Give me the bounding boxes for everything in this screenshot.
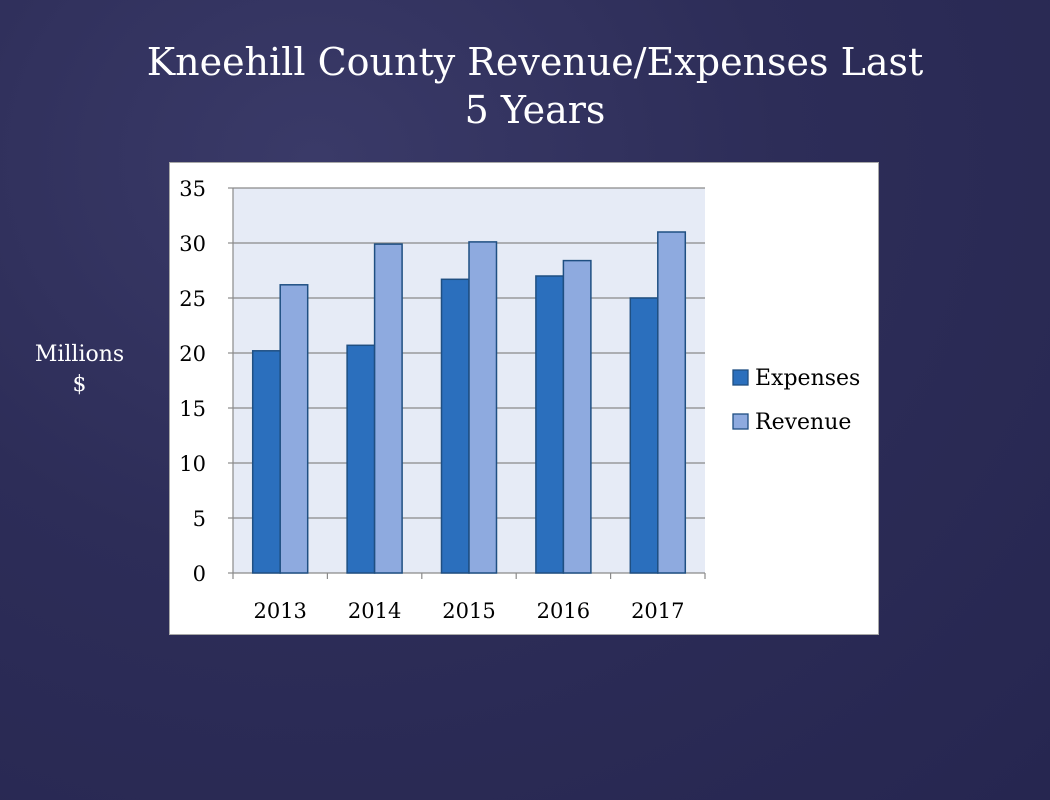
bar-revenue-2017 <box>657 231 687 574</box>
x-tick-label: 2016 <box>537 599 590 623</box>
x-tick-label: 2015 <box>442 599 495 623</box>
legend-label-revenue: Revenue <box>755 410 851 435</box>
y-tick-label: 20 <box>179 342 206 366</box>
y-tick-label: 30 <box>179 232 206 256</box>
slide-title: Kneehill County Revenue/Expenses Last 5 … <box>125 38 945 134</box>
bar-expenses-2017 <box>629 297 659 574</box>
bar-revenue-2013 <box>279 284 309 574</box>
slide-title-line-2: 5 Years <box>464 88 606 132</box>
bar-expenses-2014 <box>346 344 376 574</box>
bar-expenses-2016 <box>535 275 565 574</box>
bar-expenses-2015 <box>440 278 470 574</box>
slide-title-line-1: Kneehill County Revenue/Expenses Last <box>146 40 924 84</box>
y-tick-label: 35 <box>179 177 206 201</box>
y-tick-label: 5 <box>193 507 206 531</box>
legend-label-expenses: Expenses <box>755 366 860 391</box>
y-tick-label: 15 <box>179 397 206 421</box>
side-label-line-2: $ <box>72 372 87 397</box>
side-label-line-1: Millions <box>34 342 125 367</box>
y-tick-label: 10 <box>179 452 206 476</box>
legend-swatch-revenue <box>732 413 749 430</box>
legend-swatch-expenses <box>732 369 749 386</box>
chart-container: 0 5 10 15 20 25 30 35 2013 2014 2015 2016 2017 Expens… <box>169 162 879 635</box>
y-tick-label: 25 <box>179 287 206 311</box>
bar-expenses-2013 <box>251 350 281 574</box>
bar-revenue-2014 <box>373 243 403 574</box>
x-tick-label: 2013 <box>253 599 306 623</box>
bar-chart: 0 5 10 15 20 25 30 35 2013 2014 2015 2016 2017 Expens… <box>179 177 860 623</box>
x-tick-label: 2017 <box>631 599 684 623</box>
bar-revenue-2016 <box>562 259 592 574</box>
bar-revenue-2015 <box>468 241 498 574</box>
y-tick-label: 0 <box>193 562 206 586</box>
x-tick-label: 2014 <box>348 599 401 623</box>
y-axis-side-label: Millions $ <box>22 340 137 400</box>
